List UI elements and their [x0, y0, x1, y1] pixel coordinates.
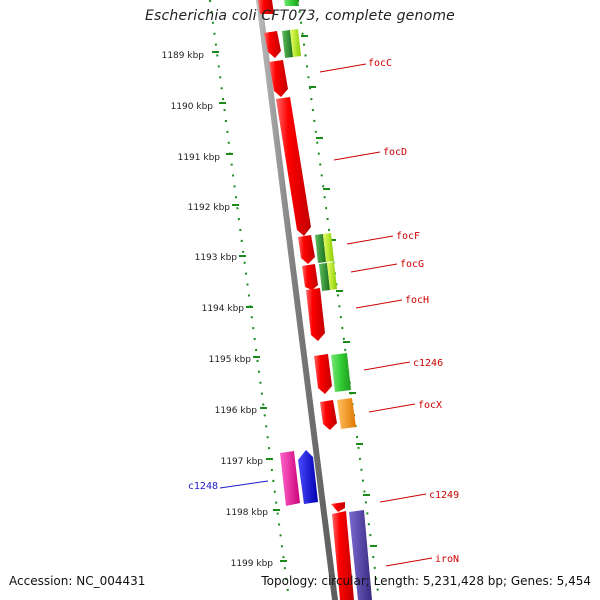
ruler-label: 1197 kbp — [221, 457, 264, 467]
gene-arrow[interactable] — [314, 354, 332, 394]
ruler-label: 1191 kbp — [178, 153, 221, 163]
ruler-label: 1196 kbp — [215, 406, 258, 416]
gene-arrow[interactable] — [298, 450, 318, 504]
gene-arrow[interactable] — [306, 288, 325, 341]
gene-arrow[interactable] — [280, 451, 300, 506]
genome-summary-text: Topology: circular; Length: 5,231,428 bp… — [261, 574, 591, 588]
ruler-labels: 1189 kbp 1190 kbp 1191 kbp 1192 kbp 1193… — [162, 51, 274, 569]
forward-strand-genes — [280, 29, 372, 600]
gene-arrow[interactable] — [302, 264, 318, 290]
ruler-label: 1198 kbp — [226, 508, 269, 518]
genome-title: Escherichia coli CFT073, complete genome — [145, 8, 455, 24]
genome-backbone — [256, 0, 338, 600]
gene-arrow[interactable] — [264, 31, 281, 58]
ruler-label: 1199 kbp — [231, 559, 274, 569]
gene-label-c1249[interactable]: c1249 — [429, 490, 459, 501]
right-dotted-track — [297, 0, 379, 593]
gene-label-focf[interactable]: focF — [396, 231, 420, 242]
gene-arrow-top-partial-2[interactable] — [284, 0, 299, 6]
ruler-label: 1193 kbp — [195, 253, 238, 263]
gene-arrow-top-partial[interactable] — [258, 0, 274, 14]
ruler-label: 1192 kbp — [188, 203, 231, 213]
gene-arrow[interactable] — [331, 502, 345, 512]
gene-label-focg[interactable]: focG — [400, 259, 424, 270]
gene-label-focc[interactable]: focC — [368, 58, 392, 69]
outer-dotted-tracks — [209, 0, 379, 593]
ruler-label: 1190 kbp — [171, 102, 214, 112]
gene-label-c1248[interactable]: c1248 — [188, 481, 218, 492]
ruler-label: 1195 kbp — [209, 355, 252, 365]
gene-arrow[interactable] — [320, 400, 337, 430]
gene-arrow[interactable] — [349, 510, 372, 600]
label-leaders — [219, 63, 433, 567]
gene-label-iron[interactable]: iroN — [435, 554, 459, 565]
gene-arrow[interactable] — [332, 511, 354, 600]
gene-arrow[interactable] — [327, 262, 337, 290]
gene-arrow[interactable] — [319, 263, 330, 291]
gene-arrow[interactable] — [331, 353, 351, 392]
gene-label-foch[interactable]: focH — [405, 295, 429, 306]
gene-arrow[interactable] — [290, 29, 301, 57]
gene-label-focd[interactable]: focD — [383, 147, 407, 158]
gene-arrow[interactable] — [315, 234, 326, 263]
ruler-label: 1194 kbp — [202, 304, 245, 314]
gene-arrow[interactable] — [282, 30, 293, 58]
kbp-ticks — [212, 51, 287, 562]
gene-arrow[interactable] — [323, 233, 334, 262]
gene-arrow[interactable] — [276, 97, 311, 236]
reverse-strand-genes — [264, 31, 354, 600]
ruler-label: 1189 kbp — [162, 51, 205, 61]
gene-arrow[interactable] — [298, 235, 315, 264]
accession-text: Accession: NC_004431 — [9, 574, 146, 588]
gene-arrow[interactable] — [337, 398, 356, 429]
left-dotted-track — [209, 0, 289, 593]
gene-label-focx[interactable]: focX — [418, 400, 442, 411]
gene-label-c1246[interactable]: c1246 — [413, 358, 443, 369]
gene-arrow[interactable] — [269, 60, 288, 97]
gene-labels: focC focD focF focG focH c1246 focX c124… — [188, 58, 459, 565]
